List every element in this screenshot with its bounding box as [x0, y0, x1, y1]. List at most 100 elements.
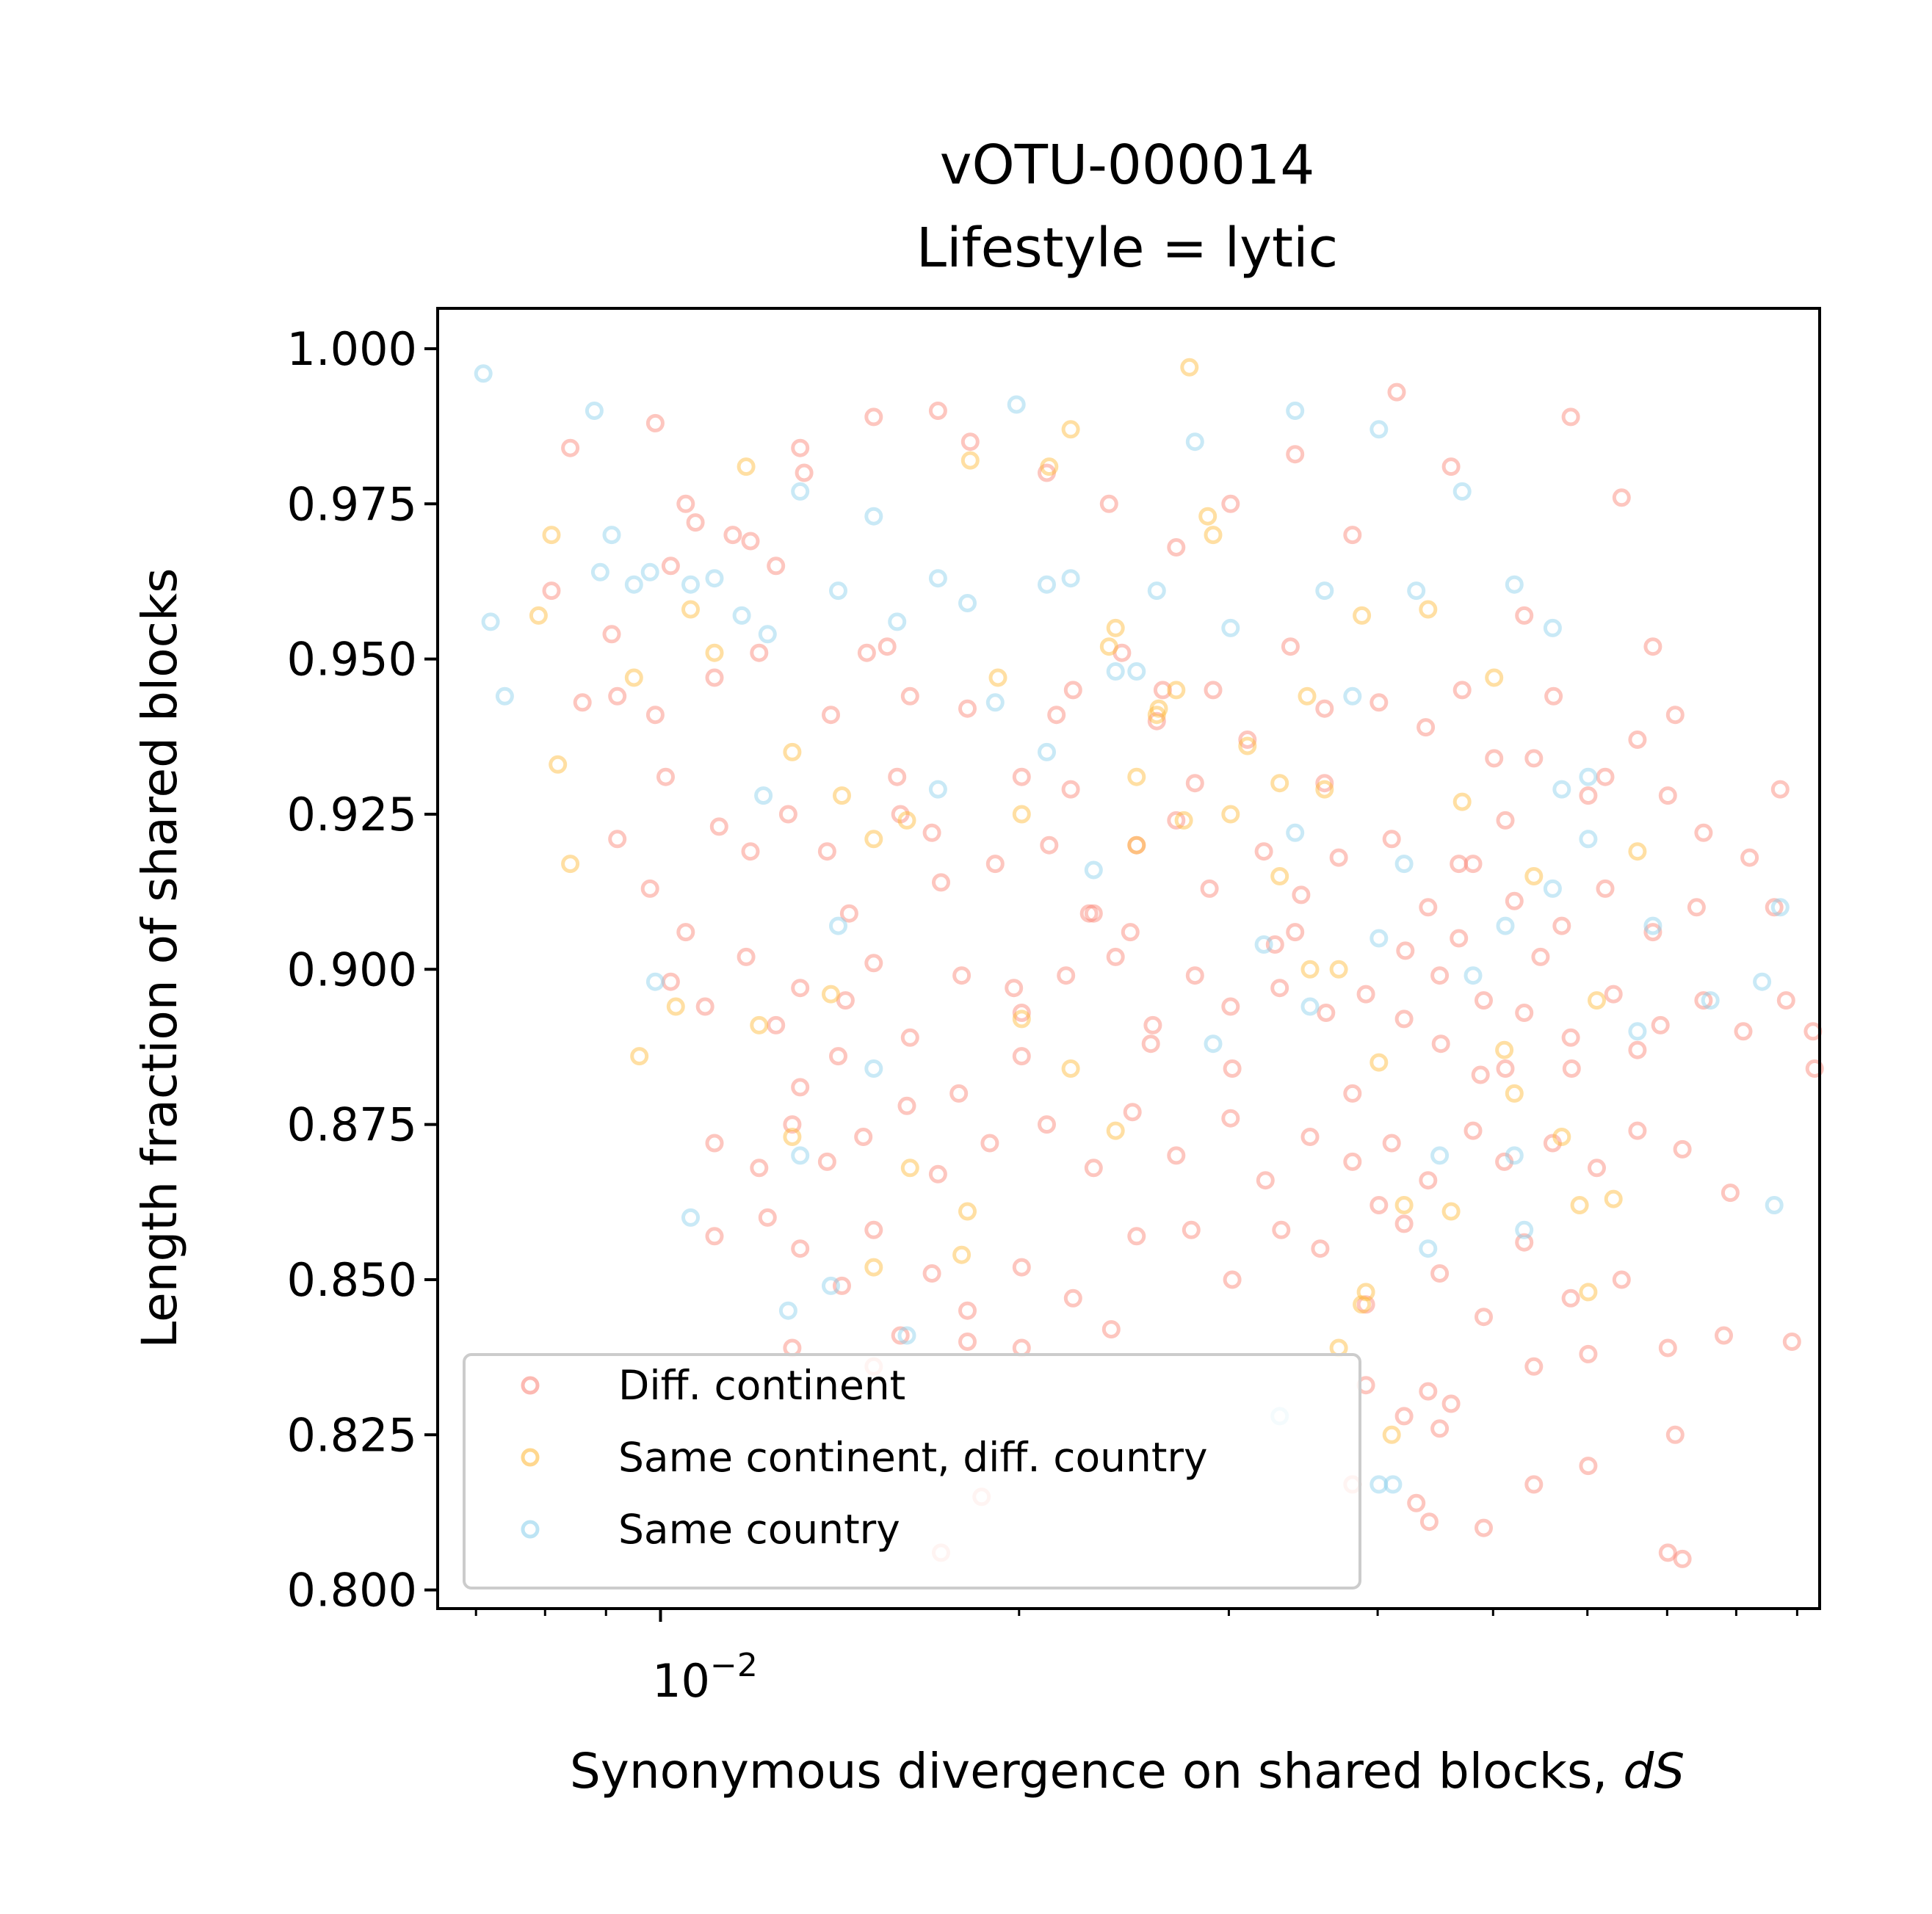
data-point-series-1	[960, 432, 980, 452]
data-point-series-3	[1038, 575, 1056, 594]
data-point-series-1	[1485, 749, 1504, 768]
data-point-series-1	[791, 438, 810, 457]
data-point-series-3	[864, 507, 883, 526]
data-point-series-1	[1167, 811, 1186, 830]
data-point-series-1	[695, 997, 714, 1016]
y-axis-ticks: 0.800 0.825 0.850 0.875 0.900 0.925 0.950 0.975…	[287, 322, 438, 1617]
data-point-series-1	[1430, 1264, 1450, 1283]
data-point-series-1	[709, 817, 728, 836]
y-tick-label: 0.825	[287, 1408, 418, 1462]
data-point-series-1	[645, 413, 665, 432]
data-point-series-3	[1221, 618, 1240, 637]
data-point-series-3	[888, 612, 907, 631]
data-point-series-1	[1782, 1333, 1801, 1351]
data-point-series-1	[1495, 1152, 1514, 1171]
data-point-series-1	[1238, 731, 1257, 749]
legend-marker-series-2	[521, 1448, 540, 1467]
data-point-series-1	[1430, 1419, 1450, 1438]
data-point-series-2	[1353, 606, 1372, 625]
data-point-series-3	[1430, 1146, 1450, 1165]
data-point-series-2	[1485, 668, 1504, 687]
data-point-series-1	[1475, 1518, 1493, 1537]
data-point-series-2	[1167, 681, 1186, 700]
data-point-series-2	[1298, 686, 1317, 706]
data-point-series-1	[1099, 494, 1118, 513]
data-point-series-1	[1106, 947, 1125, 966]
data-point-series-2	[833, 786, 851, 805]
data-point-series-2	[1106, 618, 1125, 637]
data-point-series-1	[750, 643, 769, 662]
data-point-series-3	[1579, 767, 1598, 786]
data-point-series-1	[645, 706, 665, 725]
data-point-series-1	[1643, 923, 1663, 942]
data-point-series-1	[1272, 1220, 1291, 1239]
data-point-series-2	[1270, 774, 1289, 793]
data-point-series-1	[795, 463, 814, 482]
data-point-series-2	[1238, 736, 1257, 755]
legend: Diff. continent Same continent, diff. cou…	[463, 1353, 1361, 1589]
data-point-series-1	[1038, 1115, 1056, 1134]
data-point-series-1	[958, 1301, 977, 1320]
data-point-series-1	[1063, 681, 1082, 700]
data-point-series-1	[778, 805, 797, 824]
data-point-series-1	[1419, 1382, 1438, 1401]
data-point-series-2	[1174, 811, 1193, 830]
data-point-series-1	[864, 1220, 883, 1239]
data-point-series-1	[1221, 1109, 1240, 1128]
data-point-series-1	[783, 1115, 802, 1134]
data-point-series-2	[1270, 867, 1289, 885]
data-point-series-1	[1317, 1004, 1336, 1022]
data-point-series-1	[932, 873, 950, 892]
data-point-series-1	[1281, 637, 1300, 656]
data-point-series-3	[1464, 966, 1483, 985]
data-point-series-1	[1265, 935, 1284, 954]
data-point-series-2	[1204, 526, 1223, 545]
data-point-series-2	[783, 1128, 802, 1146]
data-point-series-3	[602, 526, 621, 545]
data-point-series-1	[791, 1239, 810, 1258]
data-point-series-2	[705, 643, 724, 662]
data-point-series-1	[1651, 1015, 1670, 1034]
data-point-series-1	[1079, 904, 1099, 923]
data-point-series-1	[1063, 1288, 1082, 1308]
data-point-series-2	[864, 1258, 883, 1277]
data-point-series-2	[1394, 1196, 1414, 1214]
data-point-series-1	[1687, 898, 1706, 917]
data-point-series-1	[980, 1134, 999, 1153]
data-point-series-1	[1084, 1159, 1103, 1178]
legend-marker-series-3	[521, 1520, 540, 1539]
data-point-series-2	[1106, 1121, 1125, 1140]
data-point-series-3	[829, 581, 847, 601]
data-point-series-2	[1441, 1202, 1461, 1221]
data-point-series-1	[1127, 1227, 1146, 1246]
data-point-series-1	[1012, 767, 1031, 786]
data-point-series-1	[1311, 1239, 1330, 1258]
data-point-series-2	[1099, 637, 1118, 656]
data-point-series-3	[1127, 662, 1146, 681]
data-point-series-2	[750, 1015, 769, 1034]
data-point-series-1	[1084, 904, 1103, 923]
data-point-series-3	[590, 562, 609, 581]
data-point-series-1	[1561, 1288, 1580, 1308]
y-axis-label: Length fraction of shared blocks	[131, 568, 188, 1348]
data-point-series-1	[922, 1264, 941, 1283]
data-point-series-3	[1370, 1475, 1389, 1494]
data-point-series-1	[1012, 1258, 1031, 1277]
data-point-series-2	[1353, 1295, 1372, 1314]
data-point-series-1	[1356, 985, 1375, 1004]
data-point-series-1	[705, 1227, 724, 1246]
data-point-series-3	[1061, 569, 1080, 588]
data-point-series-1	[1101, 1320, 1121, 1339]
data-point-series-1	[817, 842, 836, 861]
data-point-series-1	[1596, 767, 1615, 786]
data-point-series-1	[864, 954, 883, 973]
data-point-series-1	[1315, 699, 1334, 718]
data-point-series-1	[1419, 1512, 1439, 1531]
data-point-series-3	[758, 625, 777, 644]
data-point-series-1	[1123, 1103, 1142, 1122]
data-point-series-1	[608, 686, 627, 706]
data-point-series-2	[1221, 805, 1240, 824]
data-point-series-1	[1286, 445, 1305, 464]
data-point-series-1	[1167, 538, 1186, 557]
data-point-series-1	[1370, 1196, 1389, 1214]
